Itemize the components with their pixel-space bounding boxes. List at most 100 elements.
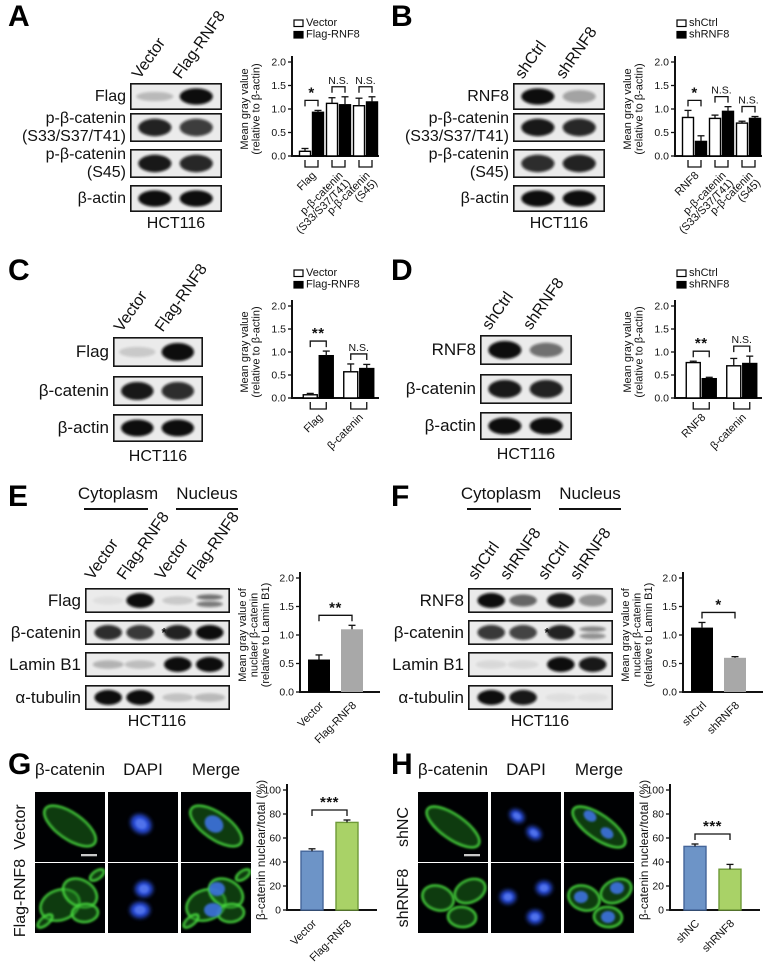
lane-label: Vector [151, 536, 192, 583]
blot-image [513, 83, 606, 110]
y-axis-label: nuclaer β-catenin [632, 593, 644, 678]
bar [724, 657, 746, 692]
bar [681, 116, 695, 157]
cell-line-label: HCT116 [529, 215, 589, 232]
pair-bracket [331, 160, 346, 168]
nucleus-core [134, 905, 146, 915]
panel-B: B shCtrl shRNF8 RNF8 p-β-catenin (S33/S37/T4… [383, 0, 766, 240]
blot-band [547, 593, 575, 608]
blot-band [162, 693, 194, 702]
y-tick-label: 0.5 [654, 370, 669, 382]
panel-A-content: Vector Flag-RNF8 Flag p-β-catenin (S33/S37/T… [0, 0, 383, 240]
panel-F-content: Cytoplasm Nucleus shCtrl shRNF8 shCtrl shRNF8… [383, 480, 766, 740]
blot-band [521, 118, 555, 137]
blot-band [477, 593, 505, 608]
blot-row-label-line: RNF8 [419, 590, 464, 610]
lane-label: Vector [82, 536, 123, 583]
blot-band [529, 417, 563, 435]
blot-image: * [468, 620, 613, 645]
fluorescence-image [108, 863, 178, 933]
category-label: shCtrl [680, 700, 709, 729]
blot-band [94, 625, 122, 640]
cell-line-label: HCT116 [146, 215, 206, 232]
bar [308, 659, 330, 692]
blot-row-label: β-actin [0, 419, 109, 437]
blot-band [92, 660, 124, 669]
blot-row-label: α-tubulin [0, 688, 81, 707]
blot-band [509, 625, 537, 640]
cell-membrane [453, 877, 487, 905]
y-tick-label: 0.0 [662, 687, 677, 699]
blot-image [513, 113, 606, 142]
fluorescence-image [564, 792, 634, 862]
bar [341, 629, 363, 692]
fluorescence-image [564, 863, 634, 933]
legend-swatch [676, 280, 687, 289]
significance-label: N.S. [355, 75, 375, 87]
lane-label: Vector [128, 35, 169, 82]
fraction-header: Cytoplasm [460, 484, 542, 503]
cell-membrane [36, 913, 54, 929]
blot-frame [85, 620, 230, 645]
y-axis-label: (relative to β-actin) [251, 306, 263, 397]
cell-body [183, 914, 199, 928]
cell-membrane [207, 877, 245, 909]
blot-band [529, 342, 563, 358]
blot-image [468, 652, 613, 677]
lane-label: shCtrl [511, 38, 550, 82]
nucleus-core [139, 884, 149, 894]
significance-label: N.S. [328, 75, 348, 87]
bar-chart: Mean gray value (relative to β-actin) 0.0 0… [239, 267, 379, 452]
blot-row-label: p-β-catenin (S45) [0, 146, 126, 182]
column-header: DAPI [123, 760, 163, 779]
blot-frame [468, 652, 613, 677]
y-tick-label: 0.5 [662, 658, 677, 670]
blot-row-label-line: (S45) [86, 163, 126, 181]
category-label: RNF8 [680, 412, 709, 441]
y-tick-label: 20 [269, 881, 281, 893]
fluorescence-image [491, 792, 561, 862]
blot-row-label-line: p-β-catenin [428, 145, 509, 163]
column-header: DAPI [506, 760, 546, 779]
bar [365, 101, 379, 157]
pair-bracket [350, 402, 368, 410]
cell-membrane [70, 902, 100, 924]
bar-chart: Mean gray value (relative to β-actin) 0.0 0… [622, 17, 763, 236]
blot-row-label-line: (S33/S37/T41) [21, 127, 126, 145]
y-axis-label: Mean gray value of [620, 587, 632, 681]
blot-band [488, 417, 522, 435]
blot-row-label: Flag [0, 343, 109, 361]
fluorescence-image [181, 792, 251, 862]
bar [325, 102, 339, 157]
blot-band [92, 596, 124, 605]
significance-bracket [311, 809, 348, 816]
bar [742, 362, 758, 399]
blot-band [196, 594, 223, 600]
blot-band [579, 626, 606, 632]
blot-row-label: RNF8 [383, 590, 464, 610]
blot-band [579, 633, 606, 640]
significance-label: ** [312, 325, 325, 342]
nucleus-core [513, 812, 521, 820]
blot-band [562, 154, 596, 173]
pair-bracket [358, 160, 373, 168]
significance-bracket [701, 611, 736, 619]
blot-band [179, 88, 213, 105]
significance-bracket [304, 99, 319, 107]
y-tick-label: 0.0 [279, 687, 294, 699]
bar-chart: Mean gray value of nuclaer β-catenin (rela… [237, 572, 380, 746]
y-tick-label: 1.0 [271, 104, 286, 116]
y-axis-label: (relative to Lamin B1) [260, 583, 272, 688]
y-axis-label: Mean gray value of [237, 587, 249, 681]
blot-frame [468, 620, 613, 645]
cell-line-label: HCT116 [128, 448, 188, 465]
cell-body [63, 878, 97, 908]
bar [335, 821, 359, 911]
category-label: β-catenin [708, 412, 749, 453]
category-label: Vector [289, 917, 320, 948]
panel-B-letter: B [391, 0, 413, 33]
blot-row-label: β-catenin [0, 382, 109, 400]
y-tick-label: 1.0 [654, 104, 669, 116]
cell-body [426, 806, 480, 848]
